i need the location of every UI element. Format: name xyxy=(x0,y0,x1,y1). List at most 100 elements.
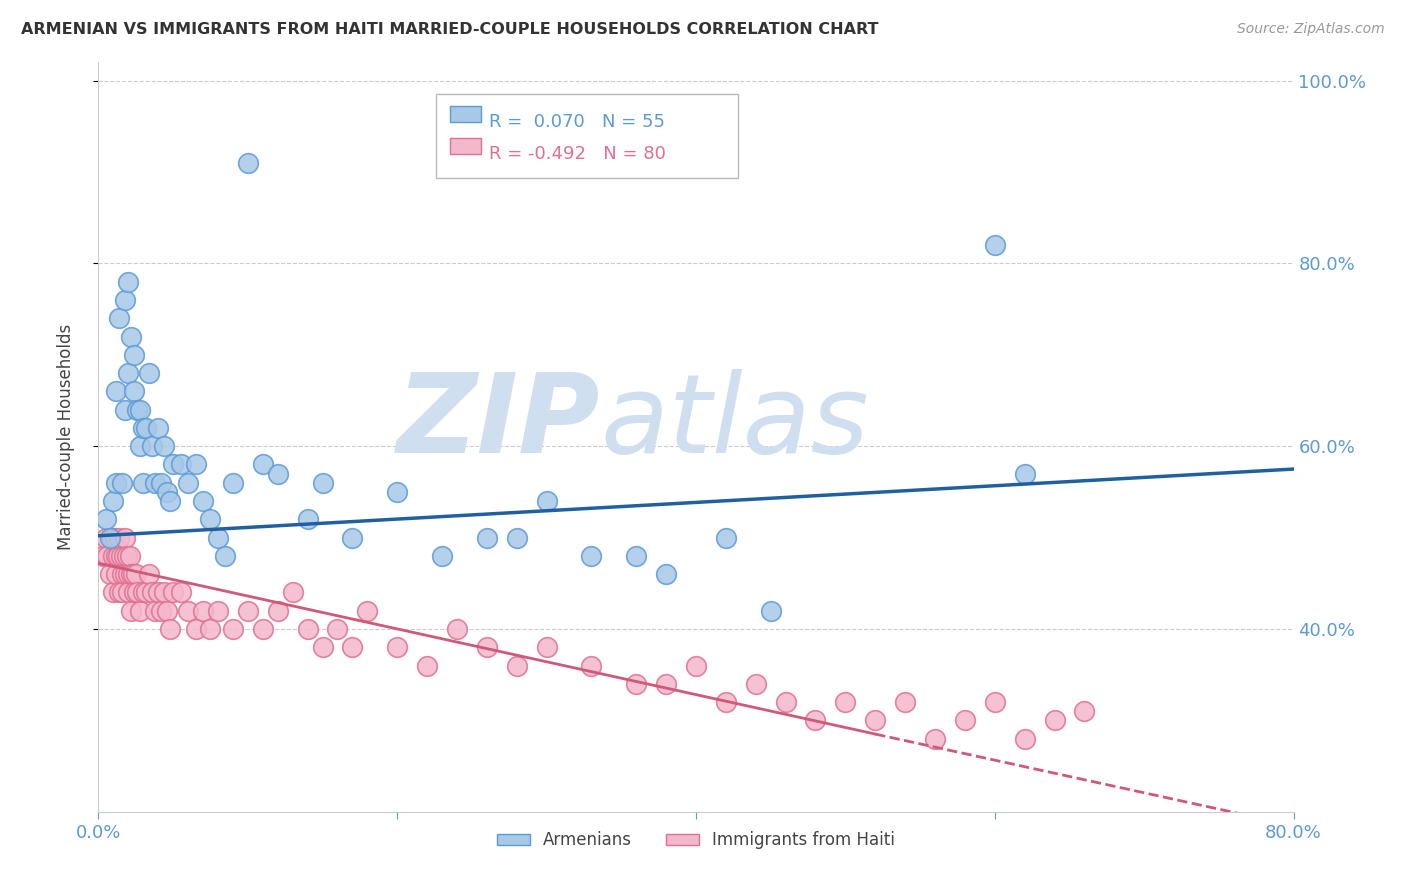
Point xyxy=(342,531,364,545)
Point xyxy=(342,640,364,655)
Point xyxy=(207,531,229,545)
Point xyxy=(121,567,143,582)
Point xyxy=(475,640,498,655)
Point xyxy=(153,585,176,599)
Point xyxy=(162,458,184,472)
Point xyxy=(129,402,152,417)
Point xyxy=(105,549,128,563)
Point xyxy=(120,329,142,343)
Point xyxy=(127,585,149,599)
Point xyxy=(1073,704,1095,718)
Y-axis label: Married-couple Households: Married-couple Households xyxy=(56,324,75,550)
Point xyxy=(536,640,558,655)
Point xyxy=(252,622,274,636)
Point xyxy=(112,549,135,563)
Text: ARMENIAN VS IMMIGRANTS FROM HAITI MARRIED-COUPLE HOUSEHOLDS CORRELATION CHART: ARMENIAN VS IMMIGRANTS FROM HAITI MARRIE… xyxy=(21,22,879,37)
Point xyxy=(865,714,887,728)
Point xyxy=(103,585,125,599)
Point xyxy=(117,567,139,582)
Point xyxy=(1014,731,1036,746)
Point xyxy=(804,714,827,728)
Point xyxy=(108,311,131,326)
Point xyxy=(150,604,173,618)
Point xyxy=(150,475,173,490)
Point xyxy=(834,695,856,709)
Point xyxy=(581,658,603,673)
Point xyxy=(124,384,146,399)
Point xyxy=(626,549,648,563)
Point xyxy=(103,494,125,508)
Point xyxy=(135,421,157,435)
Point xyxy=(953,714,976,728)
Point xyxy=(129,604,152,618)
Point xyxy=(132,475,155,490)
Point xyxy=(1043,714,1066,728)
Point xyxy=(127,402,149,417)
Point xyxy=(101,531,124,545)
Point xyxy=(96,549,118,563)
Point xyxy=(110,549,132,563)
Point xyxy=(207,604,229,618)
Point xyxy=(252,458,274,472)
Point xyxy=(120,567,142,582)
Point xyxy=(200,512,222,526)
Point xyxy=(111,567,134,582)
Point xyxy=(98,531,122,545)
Point xyxy=(281,585,304,599)
Point xyxy=(655,677,678,691)
Point xyxy=(536,494,558,508)
Point xyxy=(108,585,131,599)
Point xyxy=(745,677,768,691)
Point xyxy=(117,275,139,289)
Point xyxy=(148,585,170,599)
Text: R = -0.492   N = 80: R = -0.492 N = 80 xyxy=(489,145,666,163)
Point xyxy=(267,467,290,481)
Point xyxy=(143,604,166,618)
Point xyxy=(138,366,160,380)
Point xyxy=(98,567,122,582)
Point xyxy=(191,494,214,508)
Text: R =  0.070   N = 55: R = 0.070 N = 55 xyxy=(489,113,665,131)
Point xyxy=(506,658,529,673)
Point xyxy=(94,531,117,545)
Point xyxy=(105,384,128,399)
Point xyxy=(105,475,128,490)
Point xyxy=(153,439,176,453)
Point xyxy=(124,585,146,599)
Text: ZIP: ZIP xyxy=(396,368,600,475)
Point xyxy=(135,585,157,599)
Point xyxy=(685,658,707,673)
Point xyxy=(506,531,529,545)
Point xyxy=(385,640,409,655)
Point xyxy=(385,484,409,499)
Point xyxy=(114,567,136,582)
Point xyxy=(236,156,259,170)
Point xyxy=(222,475,245,490)
Point xyxy=(311,640,333,655)
Point xyxy=(94,512,117,526)
Point xyxy=(114,402,136,417)
Point xyxy=(191,604,214,618)
Point xyxy=(714,531,737,545)
Point xyxy=(132,421,155,435)
Point xyxy=(626,677,648,691)
Point xyxy=(125,567,148,582)
Point xyxy=(655,567,678,582)
Point xyxy=(177,475,200,490)
Point xyxy=(124,348,146,362)
Point xyxy=(416,658,439,673)
Point xyxy=(162,585,184,599)
Point xyxy=(148,421,170,435)
Point xyxy=(103,549,125,563)
Point xyxy=(159,494,181,508)
Point xyxy=(184,458,207,472)
Legend: Armenians, Immigrants from Haiti: Armenians, Immigrants from Haiti xyxy=(491,824,901,855)
Point xyxy=(159,622,181,636)
Point xyxy=(156,604,179,618)
Point xyxy=(111,585,134,599)
Point xyxy=(430,549,453,563)
Point xyxy=(91,549,114,563)
Point xyxy=(104,531,127,545)
Point xyxy=(115,549,138,563)
Point xyxy=(169,458,191,472)
